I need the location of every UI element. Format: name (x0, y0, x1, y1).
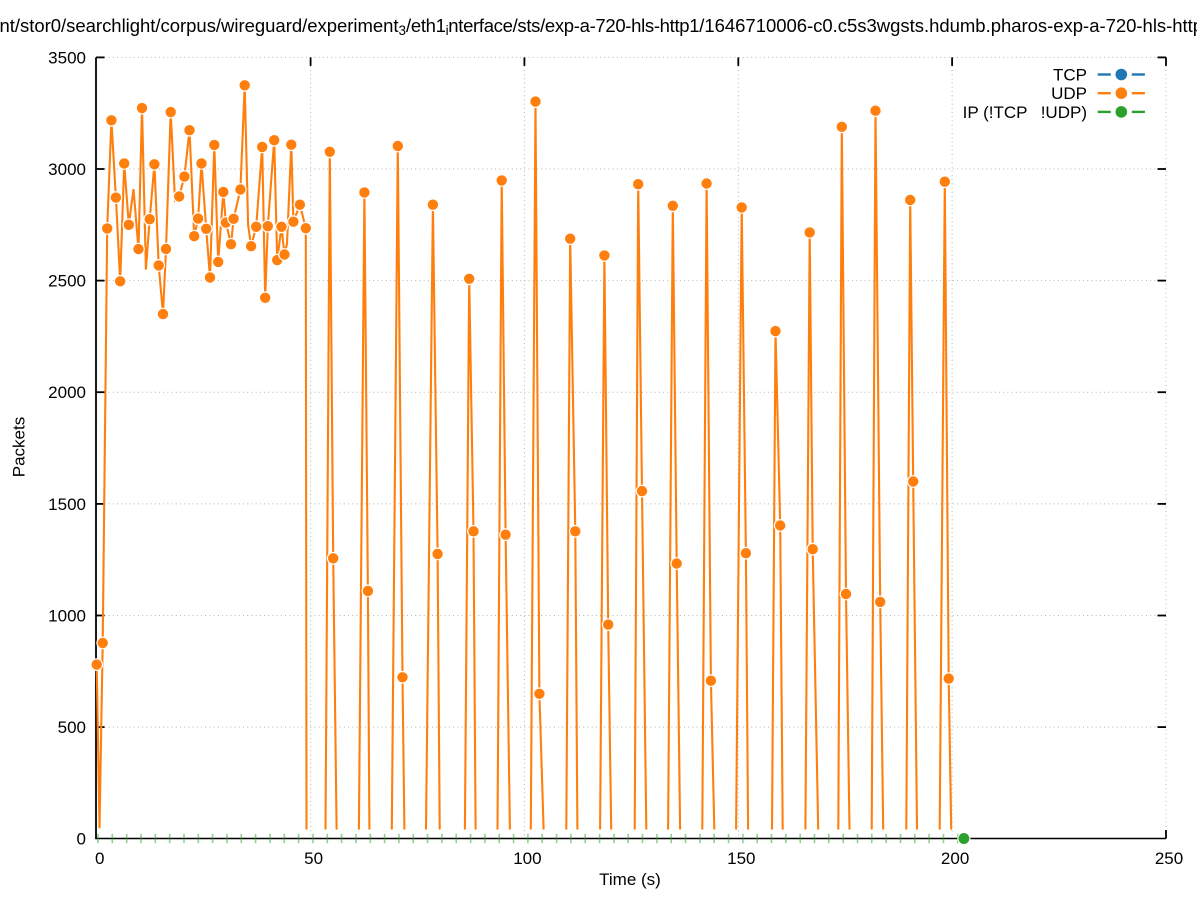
svg-text:Time (s): Time (s) (599, 870, 661, 889)
svg-text:100: 100 (513, 849, 541, 868)
svg-text:Packets: Packets (10, 417, 29, 477)
svg-text:3000: 3000 (48, 160, 86, 179)
svg-text:TCP: TCP (1053, 66, 1087, 85)
svg-text:1500: 1500 (48, 495, 86, 514)
svg-text:0: 0 (77, 830, 86, 849)
svg-text:50: 50 (304, 849, 323, 868)
svg-text:3500: 3500 (48, 48, 86, 67)
svg-text:UDP: UDP (1051, 84, 1087, 103)
svg-text:150: 150 (727, 849, 755, 868)
svg-text:2000: 2000 (48, 383, 86, 402)
svg-text:200: 200 (941, 849, 969, 868)
svg-text:IP (!TCP !UDP): IP (!TCP !UDP) (963, 103, 1087, 122)
svg-text:500: 500 (58, 718, 86, 737)
svg-text:1000: 1000 (48, 607, 86, 626)
svg-text:2500: 2500 (48, 272, 86, 291)
svg-text:0: 0 (95, 849, 104, 868)
svg-text:250: 250 (1155, 849, 1183, 868)
